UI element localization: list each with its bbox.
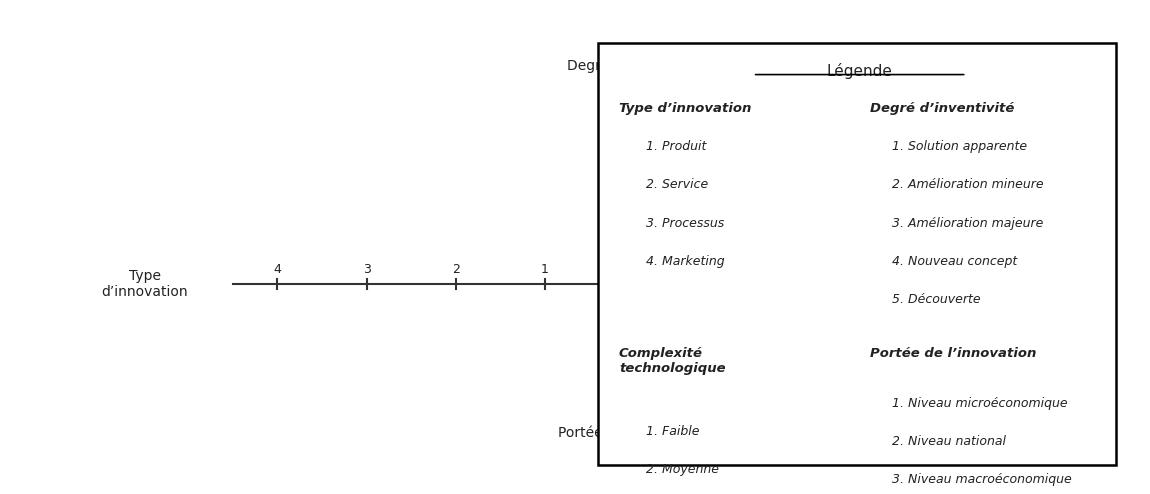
Text: Complexité
technologique: Complexité technologique (982, 269, 1080, 299)
Text: 3. Processus: 3. Processus (646, 217, 724, 230)
Text: Degré d’inventivité: Degré d’inventivité (871, 102, 1014, 115)
Text: 4. Nouveau concept: 4. Nouveau concept (891, 255, 1017, 268)
Text: 4: 4 (652, 139, 660, 152)
Text: 3: 3 (362, 263, 370, 277)
Text: Degré d’inventivité: Degré d’inventivité (567, 59, 700, 73)
Text: 4: 4 (274, 263, 282, 277)
Text: 3. Niveau macroéconomique: 3. Niveau macroéconomique (891, 473, 1072, 486)
Text: 2: 2 (652, 208, 660, 221)
Text: 1. Solution apparente: 1. Solution apparente (891, 140, 1027, 153)
Text: 2. Moyenne: 2. Moyenne (646, 463, 719, 477)
Text: 3: 3 (652, 174, 660, 187)
Text: 1. Niveau microéconomique: 1. Niveau microéconomique (891, 397, 1067, 410)
Text: 3. Amélioration majeure: 3. Amélioration majeure (891, 217, 1043, 230)
Text: 1: 1 (652, 312, 660, 325)
Text: 1: 1 (540, 263, 549, 277)
Text: Type d’innovation: Type d’innovation (619, 102, 751, 115)
Text: 2: 2 (652, 347, 660, 360)
Text: 3: 3 (897, 294, 905, 307)
Text: 2: 2 (452, 263, 460, 277)
Text: 4. Marketing: 4. Marketing (646, 255, 724, 268)
Text: 1: 1 (719, 294, 727, 307)
FancyBboxPatch shape (598, 43, 1117, 465)
Text: Portée de l’innovation: Portée de l’innovation (871, 347, 1036, 360)
Text: 2. Niveau national: 2. Niveau national (891, 435, 1006, 448)
Text: 2. Amélioration mineure: 2. Amélioration mineure (891, 178, 1043, 192)
Text: 1: 1 (652, 243, 660, 256)
Text: 3: 3 (652, 381, 660, 394)
Text: Portée de l’innovation: Portée de l’innovation (558, 426, 711, 440)
Text: 5. Découverte: 5. Découverte (891, 293, 980, 306)
Text: Type
d’innovation: Type d’innovation (101, 269, 189, 299)
Text: 2. Service: 2. Service (646, 178, 708, 192)
Text: Légende: Légende (827, 63, 892, 79)
Text: 5: 5 (652, 105, 660, 118)
Text: 1. Produit: 1. Produit (646, 140, 706, 153)
Text: 1. Faible: 1. Faible (646, 425, 699, 438)
Text: Complexité
technologique: Complexité technologique (619, 347, 726, 375)
Text: 2: 2 (808, 294, 816, 307)
